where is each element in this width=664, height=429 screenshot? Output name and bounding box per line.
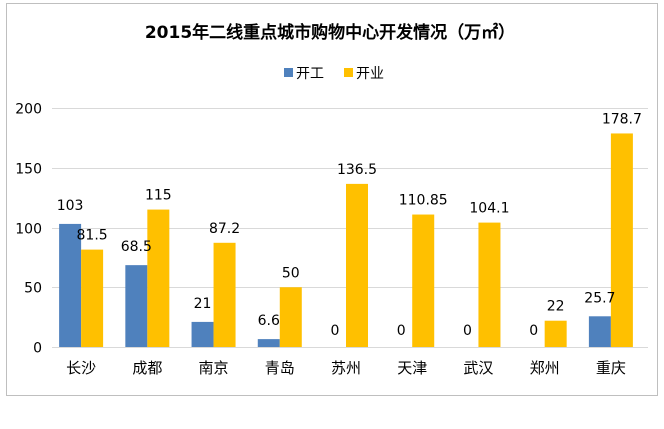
- data-label-kaigong-4: 0: [331, 323, 340, 339]
- legend-label-kaigong: 开工: [296, 66, 324, 82]
- bar-kaigong-8: [588, 316, 611, 347]
- bar-kaiye-7: [544, 320, 567, 347]
- legend-swatch-kaigong: [284, 68, 293, 77]
- data-label-kaigong-2: 21: [194, 296, 212, 312]
- bar-kaiye-1: [147, 209, 170, 347]
- chart-title: 2015年二线重点城市购物中心开发情况（万㎡）: [145, 22, 515, 43]
- data-label-kaiye-1: 115: [145, 188, 172, 204]
- data-label-kaigong-8: 25.7: [584, 290, 615, 306]
- y-tick-label: 50: [24, 281, 42, 297]
- data-label-kaiye-7: 22: [547, 299, 565, 315]
- bar-kaiye-6: [478, 222, 501, 347]
- x-tick-label: 郑州: [530, 359, 560, 377]
- bar-kaigong-1: [125, 265, 148, 347]
- bar-kaiye-0: [81, 249, 104, 347]
- x-tick-label: 天津: [397, 359, 427, 377]
- data-label-kaigong-0: 103: [57, 198, 84, 214]
- bar-kaigong-3: [257, 339, 280, 347]
- x-axis-ticks: 长沙 成都 南京 青岛 苏州 天津 武汉 郑州 重庆: [66, 359, 626, 377]
- x-tick-label: 青岛: [265, 359, 295, 377]
- y-tick-label: 100: [15, 222, 42, 238]
- bar-kaigong-0: [59, 223, 82, 347]
- data-label-kaiye-4: 136.5: [337, 162, 377, 178]
- data-label-kaigong-6: 0: [463, 323, 472, 339]
- data-label-kaiye-0: 81.5: [77, 228, 108, 244]
- y-tick-label: 0: [33, 341, 42, 357]
- legend: 开工 开业: [284, 66, 384, 82]
- x-tick-label: 武汉: [463, 359, 493, 377]
- x-tick-label: 成都: [132, 359, 162, 377]
- data-label-kaigong-5: 0: [397, 323, 406, 339]
- bar-kaiye-3: [279, 287, 302, 347]
- data-label-kaigong-1: 68.5: [121, 239, 152, 255]
- data-labels: 103 81.5 68.5 115 21 87.2 6.6 50 0 136.5 0 110.85 0 1…: [57, 111, 642, 339]
- legend-label-kaiye: 开业: [356, 66, 384, 82]
- x-tick-label: 南京: [199, 359, 229, 377]
- x-tick-label: 重庆: [596, 359, 626, 377]
- x-tick-label: 长沙: [66, 359, 96, 377]
- bar-kaiye-2: [213, 242, 236, 347]
- data-label-kaiye-2: 87.2: [209, 221, 240, 237]
- bar-kaiye-4: [346, 183, 368, 347]
- data-label-kaigong-3: 6.6: [258, 313, 280, 329]
- legend-swatch-kaiye: [344, 68, 353, 77]
- data-label-kaiye-8: 178.7: [602, 111, 642, 127]
- data-label-kaigong-7: 0: [529, 323, 538, 339]
- data-label-kaiye-3: 50: [282, 265, 300, 281]
- bar-kaiye-8: [610, 133, 633, 347]
- bar-kaigong-2: [191, 321, 214, 347]
- y-tick-label: 150: [15, 162, 42, 178]
- bars: [59, 133, 633, 347]
- data-label-kaiye-5: 110.85: [399, 193, 448, 209]
- bar-kaiye-5: [412, 214, 435, 347]
- y-tick-label: 200: [15, 102, 42, 118]
- x-tick-label: 苏州: [331, 359, 361, 377]
- y-axis-ticks: 0 50 100 150 200: [15, 102, 42, 357]
- data-label-kaiye-6: 104.1: [469, 201, 509, 217]
